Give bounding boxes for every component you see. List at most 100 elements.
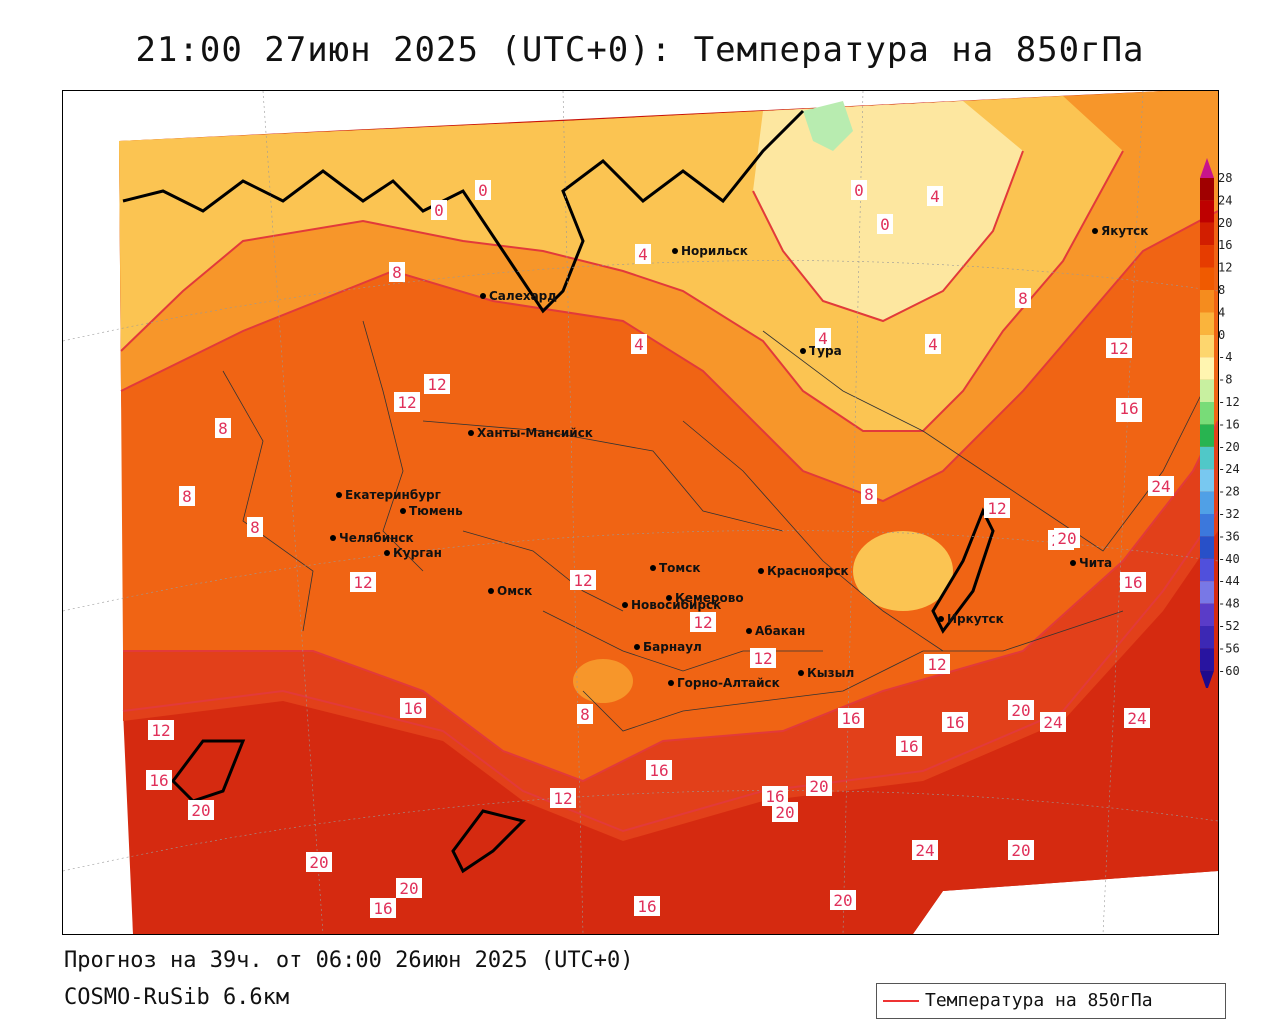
city-label: Якутск xyxy=(1101,224,1148,238)
isotherm-label: 0 xyxy=(854,181,864,200)
isotherm-label: 0 xyxy=(434,201,444,220)
colorbar-tick-label: -48 xyxy=(1218,597,1240,611)
isotherm-label-bg xyxy=(830,890,856,910)
zone-12 xyxy=(121,211,1218,781)
isotherm-label: 16 xyxy=(373,899,392,918)
isotherm-label: 12 xyxy=(553,789,572,808)
isotherm-label: 24 xyxy=(1043,713,1062,732)
colorbar-tick-label: -24 xyxy=(1218,462,1240,476)
isotherm-label: 24 xyxy=(1151,477,1170,496)
isotherm-label: 20 xyxy=(309,853,328,872)
legend-line-swatch xyxy=(883,1000,919,1002)
isotherm-label-bg xyxy=(838,708,864,728)
isotherm-label: 20 xyxy=(809,777,828,796)
isotherm-label-bg xyxy=(927,186,943,206)
isotherm-label-bg xyxy=(984,498,1010,518)
isotherm-label: 16 xyxy=(403,699,422,718)
isotherm-label-bg xyxy=(924,654,950,674)
colorbar-tick-label: -44 xyxy=(1218,574,1240,588)
isotherm-labels-layer: 0000444448888888121212121212121212121212… xyxy=(146,180,1174,918)
isotherm-label: 12 xyxy=(151,721,170,740)
colorbar-tick-label: -28 xyxy=(1218,485,1240,499)
isotherm-label-bg xyxy=(762,786,788,806)
isotherm-label-bg xyxy=(861,484,877,504)
isotherm-label: 24 xyxy=(1127,709,1146,728)
city-marker xyxy=(668,680,674,686)
model-info: COSMO-RuSib 6.6км xyxy=(64,985,290,1010)
colorbar-tick-label: 12 xyxy=(1218,261,1232,275)
temperature-map[interactable]: ЯкутскНорильскСалехардТураХанты-Мансийск… xyxy=(63,91,1218,934)
map-frame[interactable]: Якутск Норильск Салехард Тура Ханты-Мансийск… xyxy=(62,90,1219,935)
isotherm-label: 12 xyxy=(353,573,372,592)
city-marker xyxy=(384,550,390,556)
colorbar-swatch xyxy=(1200,514,1214,537)
city-label: Томск xyxy=(659,561,701,575)
colorbar-tick-label: 16 xyxy=(1218,238,1232,252)
region-borders xyxy=(222,320,1204,732)
city-label: Горно-Алтайск xyxy=(677,676,780,690)
colorbar-swatch xyxy=(1200,222,1214,246)
city-marker xyxy=(468,430,474,436)
isotherm-label-bg xyxy=(1116,398,1142,418)
isotherm-label-bg xyxy=(550,788,576,808)
city-label: Новосибирск xyxy=(631,598,721,612)
isotherm-label-bg xyxy=(350,572,376,592)
isotherm-label: 16 xyxy=(899,737,918,756)
city-label: Чита xyxy=(1079,556,1112,570)
cities-layer: ЯкутскНорильскСалехардТураХанты-Мансийск… xyxy=(330,224,1148,690)
city-label: Норильск xyxy=(681,244,748,258)
city-label: Челябинск xyxy=(339,531,414,545)
colorbar-tick-label: 20 xyxy=(1218,216,1232,230)
isotherm-label-bg xyxy=(1008,700,1034,720)
city-label: Иркутск xyxy=(947,612,1004,626)
isotherm-label: 20 xyxy=(1057,529,1076,548)
colorbar-swatch xyxy=(1200,446,1214,470)
colorbar-tick-label: -36 xyxy=(1218,529,1240,543)
isotherm-label-bg xyxy=(635,244,651,264)
city-label: Салехард xyxy=(489,289,557,303)
colorbar-tick-label: -8 xyxy=(1218,373,1232,387)
zone-0 xyxy=(753,101,1023,321)
isotherm-label: 16 xyxy=(765,787,784,806)
city-marker xyxy=(746,628,752,634)
city-marker xyxy=(336,492,342,498)
isotherm-label-bg xyxy=(577,704,593,724)
isotherm-label: 4 xyxy=(930,187,940,206)
isotherm-label: 16 xyxy=(841,709,860,728)
city-marker xyxy=(622,602,628,608)
isotherm-label: 20 xyxy=(399,879,418,898)
isotherm-label: 12 xyxy=(573,571,592,590)
isotherm-label: 0 xyxy=(880,215,890,234)
isotherm-label-bg xyxy=(690,612,716,632)
colorbar-swatch xyxy=(1200,357,1214,380)
isotherm-label-bg xyxy=(394,392,420,412)
city-marker xyxy=(798,670,804,676)
colorbar-swatch xyxy=(1200,626,1214,649)
isotherm-label-bg xyxy=(631,334,647,354)
isotherm-label: 4 xyxy=(634,335,644,354)
colorbar-tick-label: -4 xyxy=(1218,350,1232,364)
isotherm-label: 12 xyxy=(1109,339,1128,358)
isotherm-label: 8 xyxy=(392,263,402,282)
colorbar-swatch xyxy=(1200,424,1214,447)
isotherm-label: 8 xyxy=(864,485,874,504)
isotherm-label: 4 xyxy=(638,245,648,264)
isotherm-label-bg xyxy=(400,698,426,718)
colorbar-tick-label: 28 xyxy=(1218,171,1232,185)
city-marker xyxy=(1092,228,1098,234)
isotherm-label: 8 xyxy=(1018,289,1028,308)
city-marker xyxy=(330,535,336,541)
isotherm-label-bg xyxy=(1054,528,1080,548)
isotherm-label-bg xyxy=(1015,288,1031,308)
isotherm-label-bg xyxy=(634,896,660,916)
isotherm-label: 4 xyxy=(818,329,828,348)
isotherm-label-bg xyxy=(306,852,332,872)
map-title: 21:00 27июн 2025 (UTC+0): Температура на… xyxy=(135,30,1145,70)
city-label: Омск xyxy=(497,584,532,598)
colorbar-tick-label: -40 xyxy=(1218,552,1240,566)
colorbar-swatch xyxy=(1200,402,1214,425)
city-marker xyxy=(400,508,406,514)
city-marker xyxy=(758,568,764,574)
city-label: Кемерово xyxy=(675,591,744,605)
isotherm-lines xyxy=(120,150,1218,833)
